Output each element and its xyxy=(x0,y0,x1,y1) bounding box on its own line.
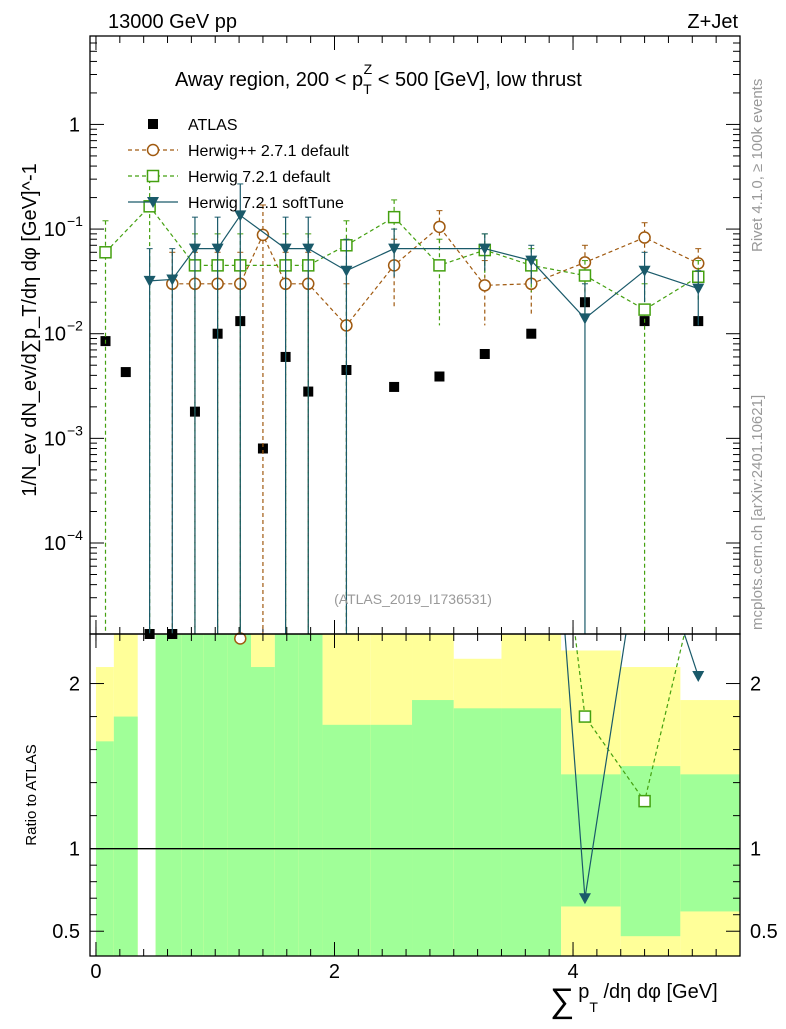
source-label: mcplots.cern.ch [arXiv:2401.10621] xyxy=(749,395,766,630)
y-tick-label: 10 xyxy=(44,324,66,346)
ratio-band-green xyxy=(274,634,299,956)
data-point xyxy=(433,220,446,234)
legend-marker xyxy=(148,119,158,129)
ratio-band-green xyxy=(620,766,681,937)
ratio-tick-label-right: 2 xyxy=(750,674,761,696)
chart-title: Away region, 200 < pTZ < 500 [GeV], low … xyxy=(175,61,582,97)
ratio-line xyxy=(564,634,699,899)
x-axis-title: ∑ pT /dη dφ [GeV] xyxy=(550,981,718,1020)
data-point xyxy=(99,246,112,259)
ratio-band-green xyxy=(370,724,413,956)
y-tick-exponent: −1 xyxy=(67,213,83,229)
ratio-band-green xyxy=(412,700,454,956)
ratio-band-green xyxy=(322,724,371,956)
analysis-id: (ATLAS_2019_I1736531) xyxy=(334,591,492,607)
data-point xyxy=(526,328,537,339)
ratio-marker xyxy=(578,710,592,723)
ratio-axis-title: Ratio to ATLAS xyxy=(23,744,40,845)
ratio-band-green xyxy=(501,708,562,956)
y-tick-label: 10 xyxy=(44,533,66,555)
energy-label: 13000 GeV pp xyxy=(108,11,237,33)
ratio-band-green xyxy=(227,634,252,956)
data-point xyxy=(478,243,491,255)
ratio-marker xyxy=(638,794,651,808)
ratio-tick-label-right: 0.5 xyxy=(750,921,778,943)
y-tick-exponent: −4 xyxy=(67,527,83,543)
y-tick-exponent: −2 xyxy=(67,318,83,334)
y-axis-title: 1/N_ev dN_ev/d∑p_T/dη dφ [GeV]^-1 xyxy=(19,163,41,496)
y-tick-label: 10 xyxy=(44,219,66,241)
data-point xyxy=(638,265,651,277)
legend-label: Herwig++ 2.7.1 default xyxy=(188,143,350,160)
legend-marker xyxy=(146,169,160,183)
ratio-band-green xyxy=(181,634,204,956)
ratio-tick-label: 2 xyxy=(69,674,80,696)
data-point xyxy=(256,228,270,242)
ratio-band-green xyxy=(298,634,323,956)
data-series xyxy=(99,178,705,905)
data-point xyxy=(578,313,591,325)
ratio-band-green xyxy=(453,708,502,956)
x-tick-label: 2 xyxy=(329,961,340,983)
data-point xyxy=(211,243,224,255)
data-point xyxy=(166,274,179,286)
legend: ATLAS Herwig++ 2.7.1 default Herwig 7.2.1 … xyxy=(128,117,350,212)
legend-marker xyxy=(146,143,160,157)
ratio-frame xyxy=(89,633,741,957)
series-0 xyxy=(100,297,704,639)
y-tick-label: 1 xyxy=(69,114,80,136)
data-point xyxy=(479,348,490,359)
rivet-label: Rivet 4.1.0, ≥ 100k events xyxy=(749,79,766,252)
ratio-marker xyxy=(692,671,705,683)
data-point xyxy=(188,243,201,255)
ratio-tick-label: 0.5 xyxy=(52,921,80,943)
legend-label: Herwig 7.2.1 softTune xyxy=(188,195,344,212)
data-point xyxy=(692,283,705,295)
series-3 xyxy=(143,183,705,905)
ratio-band-green xyxy=(251,667,275,956)
ratio-tick-label-right: 1 xyxy=(750,839,761,861)
ratio-tick-label: 1 xyxy=(69,839,80,861)
x-tick-label: 4 xyxy=(567,961,578,983)
y-tick-label: 10 xyxy=(44,428,66,450)
y-axis-label: 1/N_ev dN_ev/d∑p_T/dη dφ [GeV]^-1 xyxy=(19,163,41,496)
data-point xyxy=(638,303,651,316)
data-point xyxy=(525,255,538,267)
data-point xyxy=(434,371,445,382)
legend-marker xyxy=(147,197,159,208)
x-tick-label: 0 xyxy=(90,961,101,983)
data-point xyxy=(478,279,492,292)
ratio-uncertainty-bands xyxy=(90,634,740,956)
ratio-marker xyxy=(234,632,247,645)
ratio-band-green xyxy=(155,634,182,956)
series-line xyxy=(172,225,699,327)
series-1 xyxy=(166,204,705,645)
data-point xyxy=(389,381,400,392)
y-tick-exponent: −3 xyxy=(67,422,83,438)
ratio-marker xyxy=(578,893,591,905)
ratio-band-green xyxy=(113,716,138,956)
ratio-band-green xyxy=(680,774,740,912)
data-point xyxy=(257,443,268,454)
series-line xyxy=(149,214,699,320)
data-point xyxy=(120,367,131,378)
data-point xyxy=(578,269,592,282)
data-point xyxy=(340,265,353,277)
process-label: Z+Jet xyxy=(687,11,738,33)
legend-label: Herwig 7.2.1 default xyxy=(188,169,331,186)
ratio-line xyxy=(238,634,241,639)
ratio-band-green xyxy=(203,634,228,956)
data-point xyxy=(279,243,292,255)
data-point xyxy=(433,259,446,272)
data-point xyxy=(388,243,401,255)
data-point xyxy=(638,231,651,244)
data-point xyxy=(302,243,315,255)
data-point xyxy=(234,210,247,222)
data-point xyxy=(387,210,401,224)
data-point xyxy=(143,275,156,287)
ratio-band-green xyxy=(561,774,621,907)
legend-label: ATLAS xyxy=(188,117,238,134)
